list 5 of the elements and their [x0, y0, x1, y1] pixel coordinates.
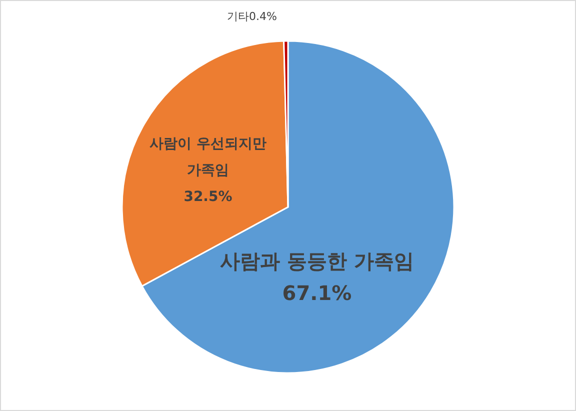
slice-label: 사람이 우선되지만 가족임 [150, 136, 266, 179]
data-label: 32.5% [184, 189, 232, 206]
data-label: 67.1% [282, 281, 352, 305]
slice-label: 기타0.4% [227, 10, 277, 23]
slice-label: 사람과 동등한 가족임 [220, 249, 414, 273]
